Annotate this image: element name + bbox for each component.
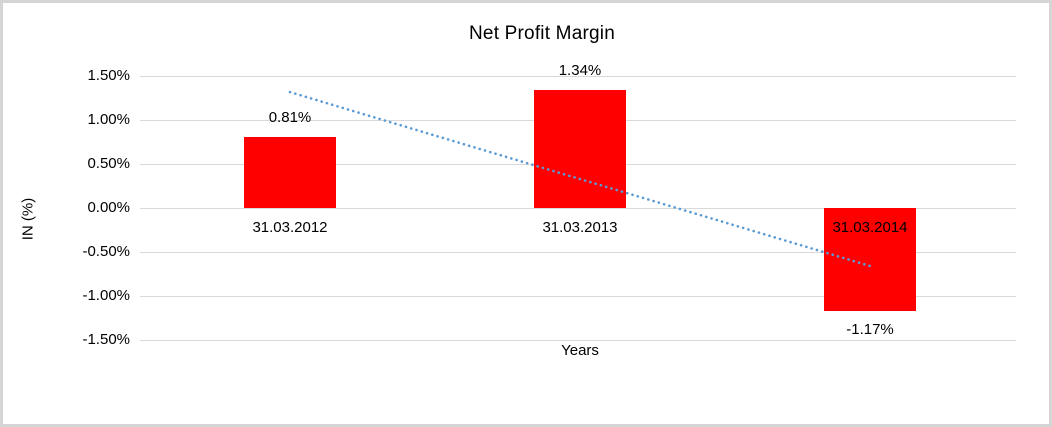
data-label: 1.34% — [558, 62, 602, 79]
y-axis-tick-label: -1.00% — [82, 287, 130, 304]
bar-31.03.2012[interactable] — [244, 137, 336, 208]
chart-title: Net Profit Margin — [469, 23, 615, 44]
y-axis-tick-label: 1.00% — [87, 111, 130, 128]
data-label: -1.17% — [846, 321, 894, 338]
gridline — [140, 76, 1016, 77]
y-axis-tick-label: 1.50% — [87, 67, 130, 84]
y-axis-tick-label: 0.00% — [87, 199, 130, 216]
gridline — [140, 296, 1016, 297]
bar-31.03.2013[interactable] — [534, 90, 626, 208]
data-label: 0.81% — [268, 109, 312, 126]
y-axis-tick-label: -0.50% — [82, 243, 130, 260]
gridline — [140, 340, 1016, 341]
y-axis-title-text: IN (%) — [19, 197, 37, 241]
category-label: 31.03.2013 — [542, 219, 618, 236]
category-label: 31.03.2014 — [832, 219, 908, 236]
y-axis-tick-label: 0.50% — [87, 155, 130, 172]
category-label: 31.03.2012 — [252, 219, 328, 236]
x-axis-title: Years — [561, 342, 599, 359]
y-axis-tick-label: -1.50% — [82, 331, 130, 348]
